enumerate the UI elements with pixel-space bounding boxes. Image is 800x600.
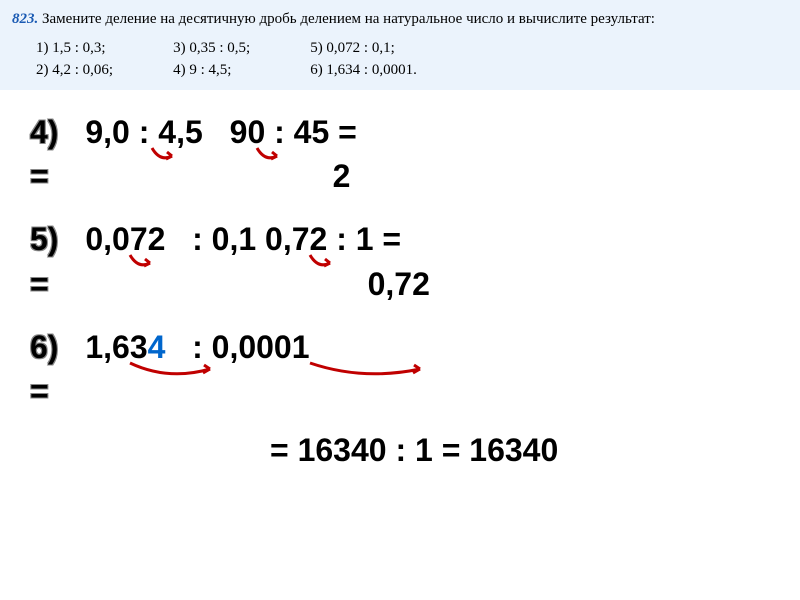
- solution-expr-right: 90 : 45 =: [230, 114, 357, 150]
- problem-header: 823. Замените деление на десятичную дроб…: [0, 0, 800, 90]
- problem-item: 2) 4,2 : 0,06;: [36, 59, 113, 82]
- problem-item: 3) 0,35 : 0,5;: [173, 37, 250, 60]
- solution-4: 4) 9,0 : 4,5 90 : 45 = = 2: [30, 110, 770, 200]
- solution-answer: 0,72: [368, 266, 430, 302]
- equals-sign: =: [30, 266, 49, 302]
- problem-text: Замените деление на десятичную дробь дел…: [42, 11, 655, 27]
- equals-sign: =: [30, 373, 49, 409]
- arrow-icon: [308, 361, 428, 381]
- problem-item: 4) 9 : 4,5;: [173, 59, 250, 82]
- solution-5: 5) 0,072 : 0,1 0,72 : 1 = = 0,72: [30, 217, 770, 307]
- solution-expr-left: 0,072 : 0,1: [85, 221, 256, 257]
- arrow-icon: [150, 146, 180, 164]
- solution-expr-part2: : 0,0001: [165, 329, 309, 365]
- solution-6: 6) 1,634 : 0,0001 =: [30, 325, 770, 415]
- solution-label: 5): [30, 221, 58, 257]
- problem-item: 1) 1,5 : 0,3;: [36, 37, 113, 60]
- problem-number: 823.: [12, 11, 38, 27]
- problem-item: 5) 0,072 : 0,1;: [310, 37, 417, 60]
- solution-answer: 2: [333, 158, 351, 194]
- solution-expr-part1: 1,63: [85, 329, 147, 365]
- arrow-icon: [308, 253, 338, 271]
- problem-col-1: 1) 1,5 : 0,3; 2) 4,2 : 0,06;: [36, 37, 113, 82]
- problem-item: 6) 1,634 : 0,0001.: [310, 59, 417, 82]
- highlighted-digit: 4: [148, 329, 166, 365]
- solution-expr-left: 9,0 : 4,5: [85, 114, 202, 150]
- problem-col-3: 5) 0,072 : 0,1; 6) 1,634 : 0,0001.: [310, 37, 417, 82]
- problem-list: 1) 1,5 : 0,3; 2) 4,2 : 0,06; 3) 0,35 : 0…: [12, 37, 788, 82]
- solution-expr-right: 0,72 : 1 =: [265, 221, 401, 257]
- arrow-icon: [128, 253, 158, 271]
- arrow-icon: [128, 361, 218, 381]
- solution-label: 4): [30, 114, 58, 150]
- solution-label: 6): [30, 329, 58, 365]
- equals-sign: =: [30, 158, 49, 194]
- solution-6-result: = 16340 : 1 = 16340: [30, 432, 770, 469]
- final-answer-text: = 16340 : 1 = 16340: [270, 432, 770, 469]
- solutions-area: 4) 9,0 : 4,5 90 : 45 = = 2 5) 0,072 : 0,…: [0, 90, 800, 490]
- problem-col-2: 3) 0,35 : 0,5; 4) 9 : 4,5;: [173, 37, 250, 82]
- arrow-icon: [255, 146, 285, 164]
